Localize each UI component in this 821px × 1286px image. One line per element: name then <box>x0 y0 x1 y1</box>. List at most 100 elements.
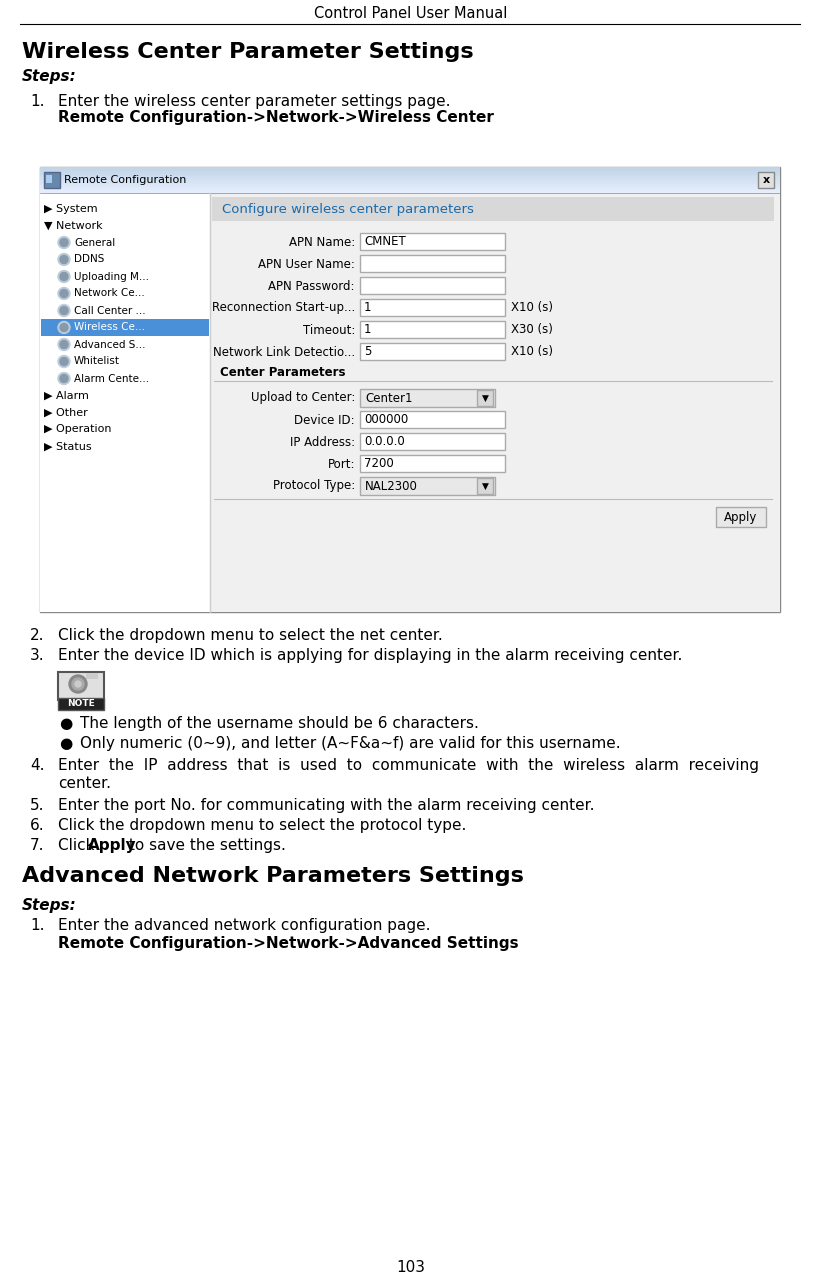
Bar <box>40 181 780 183</box>
Text: ▶ Other: ▶ Other <box>44 408 88 418</box>
Bar <box>40 171 780 172</box>
Text: Alarm Cente...: Alarm Cente... <box>74 373 149 383</box>
Text: Remote Configuration->Network->Wireless Center: Remote Configuration->Network->Wireless … <box>58 111 494 125</box>
Text: 0.0.0.0: 0.0.0.0 <box>364 435 405 448</box>
Circle shape <box>60 341 68 349</box>
Text: Network Link Detectio...: Network Link Detectio... <box>213 346 355 359</box>
Bar <box>360 412 505 428</box>
Text: 2.: 2. <box>30 628 44 643</box>
Text: 1: 1 <box>364 323 371 336</box>
Bar <box>40 176 780 177</box>
Bar <box>40 185 780 186</box>
Bar <box>477 390 493 406</box>
Bar <box>477 478 493 494</box>
Text: Apply: Apply <box>88 838 136 853</box>
Circle shape <box>60 358 68 365</box>
Text: 000000: 000000 <box>364 413 408 426</box>
Text: Click the dropdown menu to select the protocol type.: Click the dropdown menu to select the pr… <box>58 818 466 833</box>
Text: Wireless Ce...: Wireless Ce... <box>74 323 145 333</box>
Text: Apply: Apply <box>724 511 758 523</box>
Text: NOTE: NOTE <box>67 700 95 709</box>
Circle shape <box>58 253 70 265</box>
Circle shape <box>72 678 84 691</box>
Text: ▼ Network: ▼ Network <box>44 220 103 230</box>
Text: Reconnection Start-up...: Reconnection Start-up... <box>212 301 355 315</box>
Bar <box>360 477 495 495</box>
Text: Steps:: Steps: <box>22 68 76 84</box>
Text: ●: ● <box>59 716 72 730</box>
Bar <box>40 193 210 612</box>
Text: APN User Name:: APN User Name: <box>258 257 355 270</box>
Text: Enter the device ID which is applying for displaying in the alarm receiving cent: Enter the device ID which is applying fo… <box>58 648 682 664</box>
Bar <box>40 175 780 176</box>
Text: Whitelist: Whitelist <box>74 356 120 367</box>
Bar <box>40 186 780 188</box>
Text: CMNET: CMNET <box>364 235 406 248</box>
Bar <box>360 233 505 249</box>
Text: ▶ Status: ▶ Status <box>44 441 92 451</box>
Bar <box>44 172 60 188</box>
Text: 5.: 5. <box>30 799 44 813</box>
Circle shape <box>58 322 70 333</box>
Bar <box>58 673 104 700</box>
Text: Call Center ...: Call Center ... <box>74 306 145 315</box>
Circle shape <box>58 355 70 368</box>
Text: The length of the username should be 6 characters.: The length of the username should be 6 c… <box>80 716 479 730</box>
Text: Device ID:: Device ID: <box>295 414 355 427</box>
Text: APN Password:: APN Password: <box>268 279 355 292</box>
Text: Enter the advanced network configuration page.: Enter the advanced network configuration… <box>58 918 430 934</box>
Bar <box>360 276 505 294</box>
Text: Click: Click <box>58 838 99 853</box>
Text: General: General <box>74 238 115 247</box>
Text: NAL2300: NAL2300 <box>365 480 418 493</box>
Bar <box>46 175 52 183</box>
Text: APN Name:: APN Name: <box>289 235 355 248</box>
Text: Enter the port No. for communicating with the alarm receiving center.: Enter the port No. for communicating wit… <box>58 799 594 813</box>
Text: 7200: 7200 <box>364 457 394 469</box>
Text: center.: center. <box>58 775 111 791</box>
Text: Enter  the  IP  address  that  is  used  to  communicate  with  the  wireless  a: Enter the IP address that is used to com… <box>58 757 759 773</box>
Bar <box>40 184 780 185</box>
Bar <box>40 190 780 192</box>
Circle shape <box>60 306 68 315</box>
Text: Steps:: Steps: <box>22 898 76 913</box>
Circle shape <box>60 324 68 332</box>
Text: Advanced S...: Advanced S... <box>74 340 145 350</box>
Circle shape <box>58 305 70 316</box>
Text: Remote Configuration->Network->Advanced Settings: Remote Configuration->Network->Advanced … <box>58 936 519 952</box>
Bar <box>212 197 774 221</box>
Text: Port:: Port: <box>328 458 355 471</box>
Text: Remote Configuration: Remote Configuration <box>64 175 186 185</box>
Bar <box>40 172 780 174</box>
Text: Center Parameters: Center Parameters <box>220 365 346 378</box>
Bar <box>40 183 780 184</box>
Text: X30 (s): X30 (s) <box>511 324 553 337</box>
Text: Advanced Network Parameters Settings: Advanced Network Parameters Settings <box>22 865 524 886</box>
Text: 103: 103 <box>396 1260 425 1276</box>
Text: X10 (s): X10 (s) <box>511 301 553 315</box>
Text: Control Panel User Manual: Control Panel User Manual <box>314 6 507 22</box>
Circle shape <box>58 270 70 283</box>
Text: 7.: 7. <box>30 838 44 853</box>
Bar <box>360 255 505 273</box>
Circle shape <box>75 682 81 687</box>
Text: Center1: Center1 <box>365 391 412 405</box>
Circle shape <box>60 238 68 247</box>
Text: to save the settings.: to save the settings. <box>124 838 286 853</box>
Circle shape <box>58 338 70 351</box>
Text: Enter the wireless center parameter settings page.: Enter the wireless center parameter sett… <box>58 94 451 109</box>
Bar <box>40 174 780 175</box>
Text: Protocol Type:: Protocol Type: <box>273 480 355 493</box>
Text: 6.: 6. <box>30 818 44 833</box>
Text: Only numeric (0~9), and letter (A~F&a~f) are valid for this username.: Only numeric (0~9), and letter (A~F&a~f)… <box>80 736 621 751</box>
Circle shape <box>58 288 70 300</box>
Bar <box>360 343 505 360</box>
Text: DDNS: DDNS <box>74 255 104 265</box>
Circle shape <box>60 374 68 382</box>
Bar <box>360 300 505 316</box>
Bar <box>40 180 780 181</box>
Bar <box>40 189 780 190</box>
Bar <box>58 698 104 710</box>
Bar <box>40 167 780 168</box>
Text: X10 (s): X10 (s) <box>511 346 553 359</box>
